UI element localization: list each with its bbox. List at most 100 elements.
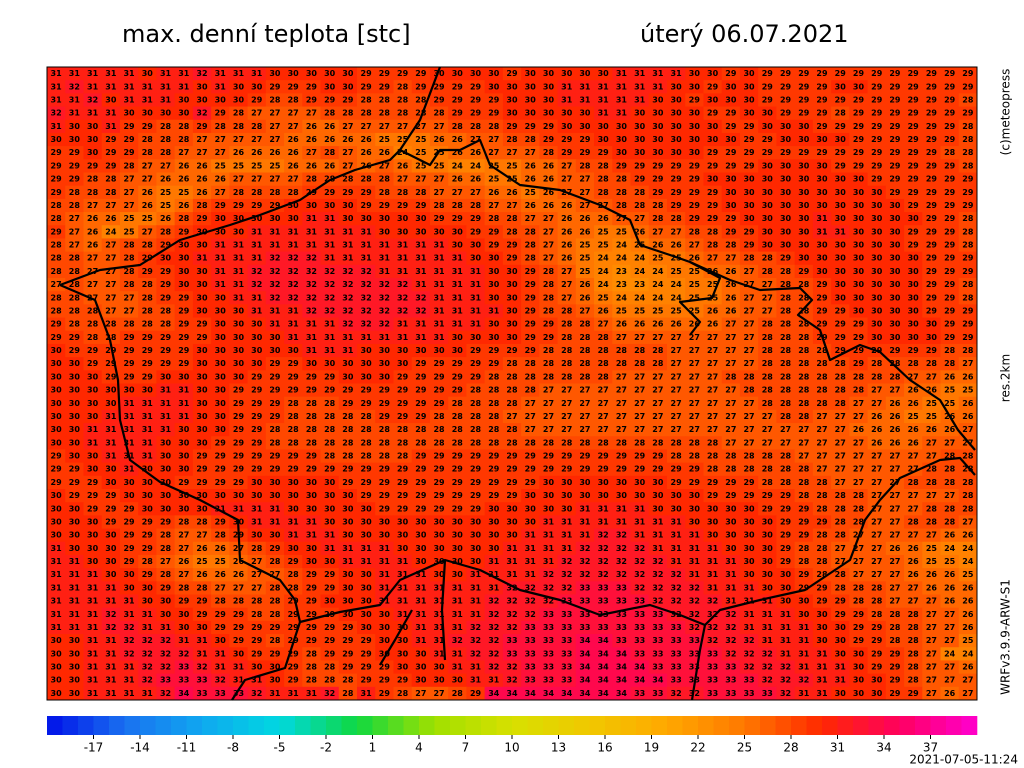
grid-value: 29	[361, 201, 373, 210]
grid-cell	[922, 106, 942, 121]
grid-cell	[229, 67, 249, 81]
grid-value: 30	[69, 438, 81, 447]
grid-value: 28	[379, 95, 391, 104]
grid-value: 30	[707, 95, 719, 104]
grid-value: 31	[725, 597, 737, 606]
grid-value: 28	[634, 438, 646, 447]
grid-value: 29	[397, 504, 409, 513]
grid-value: 32	[342, 293, 353, 302]
grid-value: 30	[689, 82, 701, 91]
grid-value: 29	[342, 636, 354, 645]
grid-value: 27	[816, 412, 827, 421]
grid-cell	[211, 132, 230, 147]
grid-value: 30	[415, 663, 427, 672]
grid-value: 27	[889, 597, 900, 606]
grid-value: 28	[342, 412, 354, 421]
grid-value: 27	[780, 438, 791, 447]
grid-value: 30	[816, 188, 828, 197]
grid-value: 30	[561, 491, 573, 500]
grid-value: 29	[196, 320, 208, 329]
grid-value: 30	[215, 399, 227, 408]
grid-value: 32	[634, 557, 645, 566]
grid-value: 27	[561, 399, 572, 408]
grid-value: 29	[743, 241, 755, 250]
grid-value: 29	[470, 346, 482, 355]
grid-cell	[448, 93, 467, 108]
grid-value: 30	[488, 544, 500, 553]
grid-value: 30	[889, 241, 901, 250]
grid-value: 29	[306, 597, 318, 606]
grid-value: 29	[452, 465, 464, 474]
grid-value: 30	[87, 557, 99, 566]
grid-value: 28	[142, 148, 154, 157]
grid-value: 26	[525, 175, 537, 184]
grid-value: 26	[397, 161, 409, 170]
grid-value: 31	[579, 531, 591, 540]
grid-cell	[375, 93, 394, 108]
grid-cell	[429, 67, 449, 81]
grid-value: 28	[306, 425, 318, 434]
grid-value: 27	[926, 676, 937, 685]
grid-value: 28	[816, 504, 828, 513]
grid-value: 33	[543, 623, 554, 632]
grid-value: 27	[233, 175, 244, 184]
grid-value: 26	[233, 148, 245, 157]
grid-value: 27	[616, 399, 627, 408]
grid-value: 25	[598, 293, 610, 302]
grid-cell	[138, 132, 157, 147]
grid-value: 26	[178, 175, 190, 184]
grid-value: 25	[671, 306, 683, 315]
grid-value: 27	[525, 412, 536, 421]
grid-value: 26	[543, 201, 555, 210]
grid-value: 32	[579, 557, 590, 566]
grid-value: 26	[871, 412, 883, 421]
colorbar-box	[930, 716, 947, 735]
grid-value: 28	[780, 478, 792, 487]
grid-value: 26	[579, 293, 591, 302]
grid-value: 32	[616, 570, 627, 579]
grid-value: 30	[835, 241, 847, 250]
grid-value: 31	[123, 69, 135, 78]
grid-cell	[521, 80, 540, 94]
grid-value: 28	[543, 293, 555, 302]
grid-value: 27	[871, 465, 882, 474]
grid-value: 26	[908, 570, 920, 579]
grid-value: 31	[433, 306, 445, 315]
grid-value: 29	[324, 570, 336, 579]
grid-value: 30	[105, 531, 117, 540]
grid-value: 30	[743, 557, 755, 566]
grid-value: 31	[105, 69, 117, 78]
grid-value: 30	[160, 465, 172, 474]
grid-value: 29	[342, 649, 354, 658]
grid-value: 30	[652, 109, 664, 118]
grid-value: 32	[324, 280, 335, 289]
grid-value: 23	[634, 280, 645, 289]
grid-cell	[174, 67, 194, 81]
grid-value: 30	[379, 636, 391, 645]
grid-value: 27	[543, 386, 554, 395]
grid-value: 28	[871, 372, 883, 381]
grid-value: 31	[543, 544, 555, 553]
grid-value: 26	[288, 135, 300, 144]
grid-value: 33	[671, 676, 682, 685]
grid-cell	[958, 106, 978, 121]
grid-value: 28	[835, 583, 847, 592]
grid-value: 32	[671, 583, 682, 592]
grid-value: 29	[780, 109, 792, 118]
grid-value: 29	[962, 320, 974, 329]
colorbar-box	[295, 716, 311, 735]
grid-value: 30	[415, 557, 427, 566]
grid-value: 29	[944, 241, 956, 250]
grid-value: 27	[634, 214, 645, 223]
grid-cell	[338, 67, 358, 81]
grid-value: 28	[506, 399, 518, 408]
grid-cell	[101, 93, 121, 108]
grid-cell	[958, 67, 978, 81]
grid-value: 30	[415, 531, 427, 540]
grid-value: 30	[853, 649, 865, 658]
grid-value: 32	[196, 109, 207, 118]
colorbar-box	[341, 716, 358, 735]
grid-cell	[192, 93, 212, 108]
grid-value: 25	[415, 148, 427, 157]
grid-value: 28	[306, 412, 318, 421]
